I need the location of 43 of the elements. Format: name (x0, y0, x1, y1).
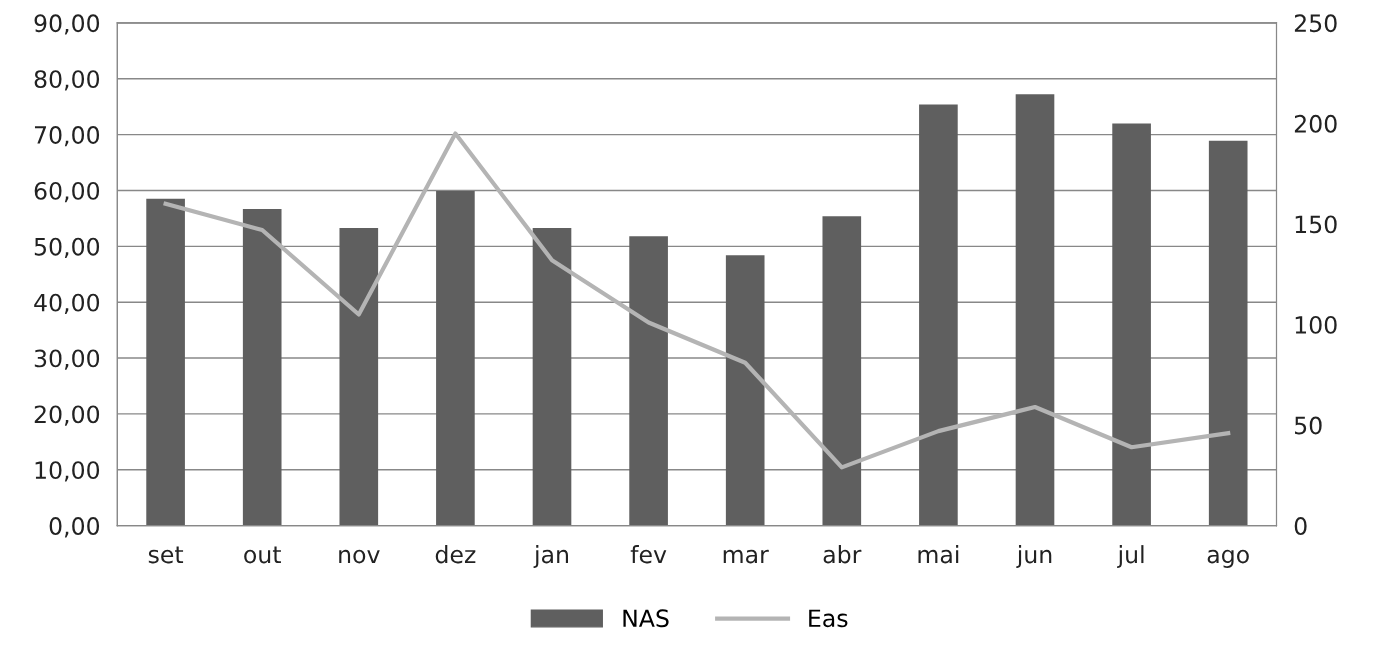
y2-tick-label: 200 (1294, 114, 1337, 133)
bar (1112, 123, 1151, 526)
x-tick-label: set (148, 546, 184, 564)
y-tick-label: 50,00 (34, 237, 100, 259)
y-tick-label: 60,00 (34, 181, 100, 203)
y2-tick-label: 150 (1295, 215, 1337, 234)
y-tick-label: 10,00 (35, 461, 100, 482)
bar (339, 227, 379, 526)
y-tick-label: 40,00 (34, 293, 100, 314)
bar (822, 216, 862, 526)
legend-label: Eas (809, 609, 848, 628)
x-tick-label: out (244, 546, 281, 564)
y2-tick-label: 0 (1294, 517, 1307, 535)
y-tick-label: 0,00 (49, 517, 100, 538)
y2-tick-label: 50 (1294, 416, 1322, 435)
bar (725, 255, 765, 526)
x-tick-label: fev (630, 545, 667, 564)
x-tick-label: ago (1207, 549, 1249, 568)
bar (436, 191, 475, 526)
bar (146, 198, 185, 526)
bar (919, 104, 958, 526)
bar (242, 208, 282, 526)
y-tick-label: 70,00 (34, 126, 100, 147)
y2-tick-label: 100 (1295, 315, 1337, 334)
x-tick-label: mar (723, 549, 769, 564)
x-tick-label: jul (1117, 545, 1144, 568)
y2-tick-label: 250 (1294, 14, 1337, 33)
x-tick-label: jan (533, 545, 568, 568)
x-tick-label: jun (1016, 545, 1052, 568)
x-tick-label: dez (435, 545, 476, 564)
bar (1015, 94, 1055, 526)
legend-label: NAS (623, 609, 669, 628)
y-tick-label: 30,00 (34, 349, 100, 370)
bar (532, 227, 572, 526)
y-tick-label: 80,00 (34, 70, 100, 91)
x-tick-label: nov (339, 549, 380, 564)
y-tick-label: 20,00 (34, 405, 100, 426)
line-series (163, 131, 1231, 470)
bar (629, 236, 668, 526)
bar (1208, 140, 1248, 526)
y-tick-label: 90,00 (34, 14, 100, 35)
x-tick-label: abr (823, 545, 862, 564)
x-tick-label: mai (918, 545, 959, 564)
